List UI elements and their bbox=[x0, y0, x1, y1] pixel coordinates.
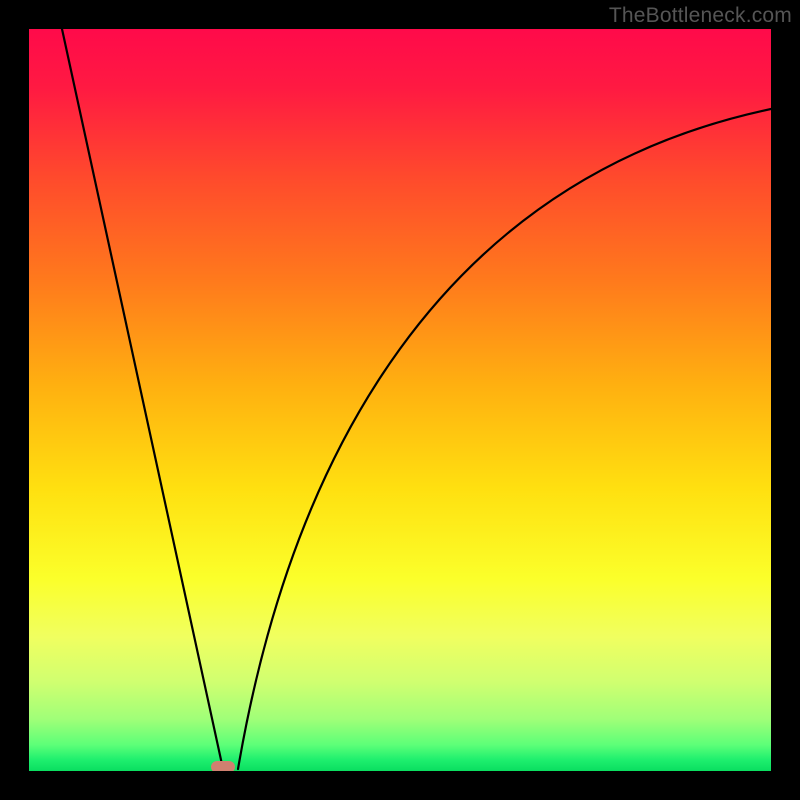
curve-left-branch bbox=[62, 29, 223, 769]
curve-svg bbox=[29, 29, 771, 771]
curve-right-branch bbox=[238, 109, 771, 769]
cusp-bump bbox=[211, 761, 235, 771]
plot-area bbox=[29, 29, 771, 771]
chart-container: TheBottleneck.com bbox=[0, 0, 800, 800]
watermark-text: TheBottleneck.com bbox=[609, 4, 792, 28]
